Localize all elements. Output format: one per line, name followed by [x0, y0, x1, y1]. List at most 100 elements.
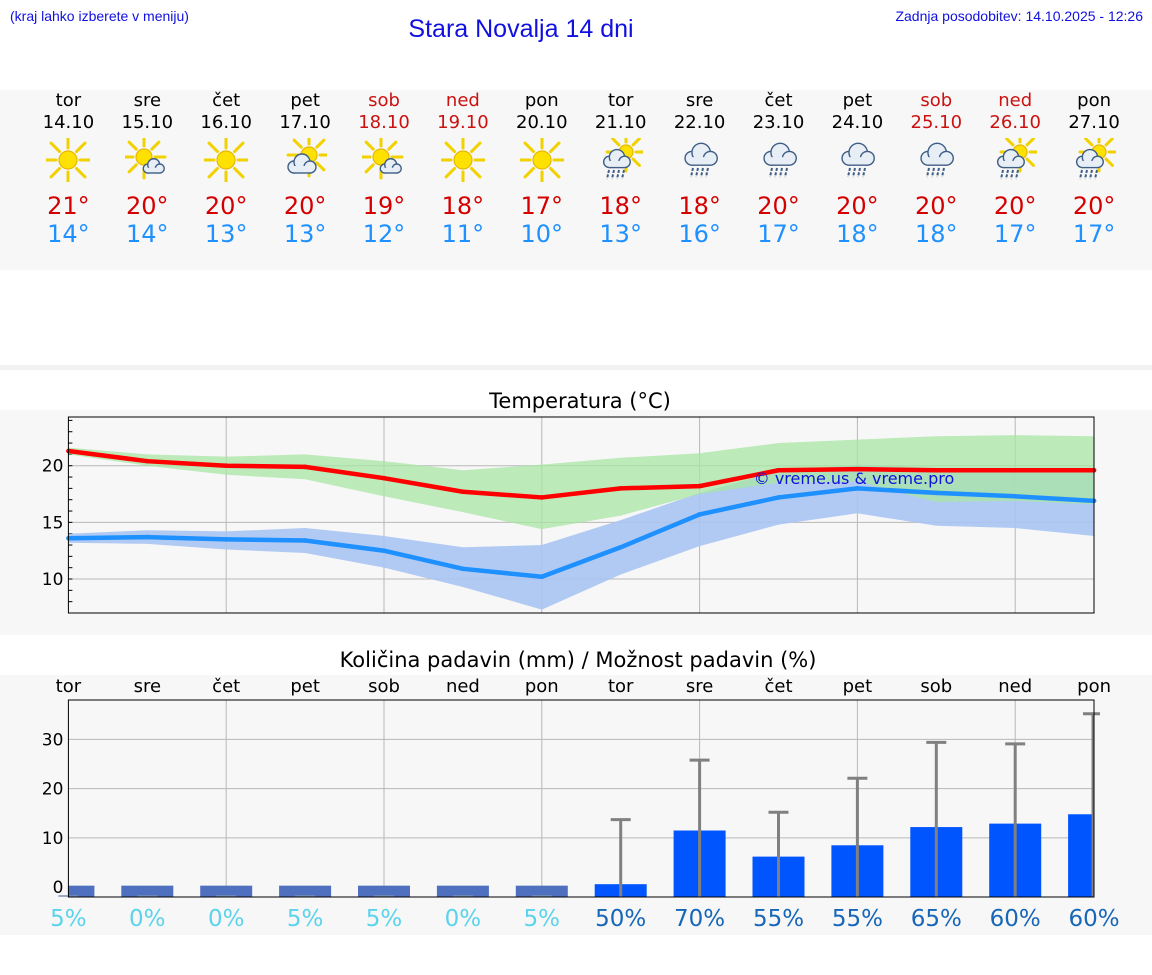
- precipitation-probability: 5%: [524, 906, 561, 932]
- precipitation-probability: 60%: [1069, 906, 1120, 932]
- day-forecast: tor 14.10 21° 14°: [18, 90, 118, 248]
- sun-icon: [204, 138, 249, 182]
- precipitation-bar: [436, 885, 489, 897]
- day-date: 17.10: [279, 112, 331, 133]
- max-temperature: 21°: [47, 192, 90, 220]
- precipitation-probability: 0%: [208, 906, 245, 932]
- x-category-label: pon: [1077, 676, 1111, 697]
- day-date: 18.10: [358, 112, 410, 133]
- day-forecast: ned 19.10 18° 11°: [413, 90, 513, 248]
- divider: [0, 365, 1152, 370]
- max-temperature: 20°: [993, 192, 1037, 220]
- min-temperature: 14°: [47, 220, 90, 248]
- min-temperature-point: [1012, 494, 1018, 499]
- day-name: sob: [368, 90, 400, 111]
- max-temperature-point: [1012, 467, 1018, 473]
- max-temperature: 20°: [1072, 192, 1116, 220]
- x-category-label: pon: [525, 676, 559, 697]
- cloud-rain-icon: [920, 142, 955, 178]
- precipitation-bar: [358, 885, 410, 897]
- day-name: ned: [445, 90, 480, 111]
- min-temperature-point: [776, 495, 781, 500]
- x-category-label: sob: [368, 676, 400, 697]
- y-tick-label: 20: [42, 780, 64, 800]
- day-forecast: sob 25.10 20° 18°: [886, 90, 986, 248]
- day-date: 19.10: [437, 112, 489, 133]
- day-forecast: sre 15.10 20° 14°: [97, 90, 197, 248]
- precipitation-chart-title: Količina padavin (mm) / Možnost padavin …: [340, 648, 817, 672]
- day-date: 20.10: [516, 112, 568, 133]
- precipitation-probability: 50%: [595, 906, 646, 932]
- min-temperature: 11°: [441, 220, 485, 248]
- max-temperature-point: [855, 466, 860, 472]
- precipitation-probability: 5%: [287, 906, 324, 932]
- day-forecast: tor 21.10 18° 13°: [571, 90, 671, 248]
- x-category-label: čet: [764, 676, 792, 697]
- precipitation-bar: [68, 885, 95, 897]
- max-temperature: 20°: [915, 192, 958, 220]
- min-temperature: 13°: [283, 220, 327, 248]
- min-temperature-point: [223, 537, 229, 542]
- min-temperature-line: [68, 486, 1095, 579]
- day-date: 27.10: [1068, 112, 1120, 133]
- y-tick-label: 0: [53, 878, 64, 898]
- day-name: pon: [1077, 90, 1112, 111]
- x-category-label: pet: [843, 676, 873, 697]
- precipitation-probability: 65%: [911, 906, 962, 932]
- day-forecast: ned 26.10 20° 17°: [965, 90, 1065, 248]
- y-tick-label: 10: [42, 570, 64, 590]
- precipitation-probability: 55%: [753, 906, 804, 932]
- min-temperature-point: [302, 538, 308, 543]
- day-forecast: pon 27.10 20° 17°: [1044, 90, 1144, 248]
- precipitation-probability: 0%: [445, 906, 482, 932]
- precipitation-probability: 60%: [990, 906, 1041, 932]
- day-forecast: pet 17.10 20° 13°: [255, 90, 355, 248]
- max-temperature-point: [776, 467, 781, 473]
- max-temperature-point: [460, 489, 466, 495]
- max-temperature: 18°: [441, 192, 485, 220]
- min-temperature: 16°: [678, 220, 721, 248]
- day-name: tor: [55, 90, 82, 111]
- plot-frame: [67, 416, 1095, 614]
- temperature-chart-title: Temperatura (°C): [488, 389, 671, 413]
- sun-small-cloud-icon: [125, 138, 167, 180]
- sun-cloud-rain-icon: [1076, 138, 1117, 180]
- max-temperature-line: [68, 448, 1095, 500]
- min-temperature: 17°: [993, 220, 1037, 248]
- day-forecast: sob 18.10 19° 12°: [334, 90, 434, 248]
- day-forecast: sre 22.10 18° 16°: [650, 90, 750, 248]
- precipitation-bar: [200, 885, 253, 897]
- last-updated: Zadnja posodobitev: 14.10.2025 - 12:26: [895, 8, 1143, 24]
- min-temperature: 13°: [599, 220, 642, 248]
- temperature-chart: Temperatura (°C) 10 15 20 © vreme.us & vrem…: [42, 389, 1097, 614]
- max-temperature-point: [697, 483, 702, 489]
- max-temperature: 20°: [204, 192, 248, 220]
- max-temperature-point: [934, 467, 939, 473]
- day-date: 15.10: [121, 112, 174, 133]
- location-hint: (kraj lahko izberete v meniju): [10, 8, 189, 24]
- plot-frame: [67, 699, 1095, 898]
- precipitation-chart: Količina padavin (mm) / Možnost padavin …: [42, 648, 1120, 932]
- sun-icon: [46, 138, 91, 182]
- precipitation-probability: 5%: [366, 906, 403, 932]
- day-name: ned: [998, 90, 1033, 111]
- max-temperature: 20°: [126, 192, 169, 220]
- max-temperature: 17°: [520, 192, 564, 220]
- day-forecast: pon 20.10 17° 10°: [492, 90, 592, 248]
- daily-forecast-strip: tor 14.10 21° 14° sre 15.10 20° 14° čet 16.10 20° 1…: [0, 90, 1152, 270]
- x-category-label: tor: [608, 676, 634, 697]
- cloud-rain-icon: [762, 142, 797, 178]
- day-forecast: čet 23.10 20° 17°: [729, 90, 829, 248]
- day-date: 22.10: [673, 112, 726, 133]
- x-category-label: sre: [686, 676, 713, 697]
- day-date: 25.10: [910, 112, 963, 133]
- min-temperature: 18°: [836, 220, 879, 248]
- min-temperature: 17°: [1072, 220, 1116, 248]
- precipitation-probability: 70%: [674, 906, 725, 932]
- min-temperature-point: [145, 534, 150, 540]
- sun-icon: [519, 138, 564, 182]
- min-temperature: 14°: [126, 220, 169, 248]
- day-name: pet: [290, 90, 320, 111]
- sun-small-cloud-icon: [362, 138, 404, 180]
- cloud-rain-icon: [683, 142, 718, 178]
